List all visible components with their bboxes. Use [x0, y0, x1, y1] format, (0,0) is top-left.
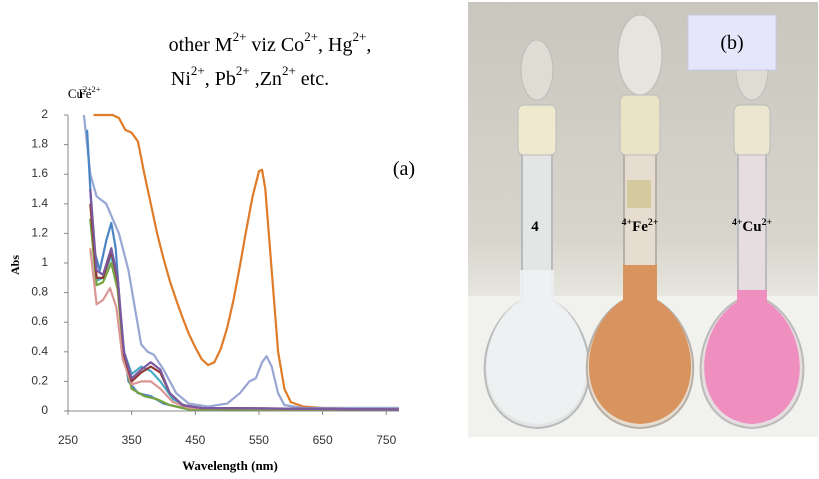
figure: other M2+ viz Co2+, Hg2+, Ni2+, Pb2+ ,Zn2…: [0, 0, 819, 479]
chart: other M2+ viz Co2+, Hg2+, Ni2+, Pb2+ ,Zn2…: [8, 29, 415, 473]
y-tick-label: 0.8: [31, 285, 48, 299]
y-tick-label: 0.2: [31, 374, 48, 388]
x-tick-label: 650: [313, 433, 333, 447]
annotation: Ni2+, Pb2+ ,Zn2+ etc.: [171, 63, 329, 89]
y-tick-label: 2: [41, 107, 48, 121]
x-tick-label: 350: [122, 433, 142, 447]
y-tick-label: 1: [41, 255, 48, 269]
y-tick-label: 1.4: [31, 196, 48, 210]
y-tick-label: 0.6: [31, 314, 48, 328]
y-axis-label: Abs: [8, 255, 22, 275]
panel-label: (b): [720, 32, 743, 54]
y-tick-label: 0: [41, 403, 48, 417]
x-axis-label: Wavelength (nm): [182, 458, 278, 473]
spectrum-line: [94, 115, 400, 408]
x-tick-label: 450: [185, 433, 205, 447]
x-tick-label: 750: [376, 433, 396, 447]
y-tick-label: 1.8: [31, 137, 48, 151]
spectrum-line: [87, 130, 399, 410]
spectrum-line: [90, 248, 399, 409]
y-tick-label: 1.6: [31, 166, 48, 180]
y-tick-label: 1.2: [31, 226, 48, 240]
flask-label: 4: [531, 219, 539, 235]
panel-label: (a): [393, 158, 415, 180]
y-tick-label: 0.4: [31, 344, 48, 358]
x-tick-label: 550: [249, 433, 269, 447]
annotation: other M2+ viz Co2+, Hg2+,: [169, 29, 372, 55]
plot-area: [84, 115, 399, 410]
x-tick-label: 250: [58, 433, 78, 447]
